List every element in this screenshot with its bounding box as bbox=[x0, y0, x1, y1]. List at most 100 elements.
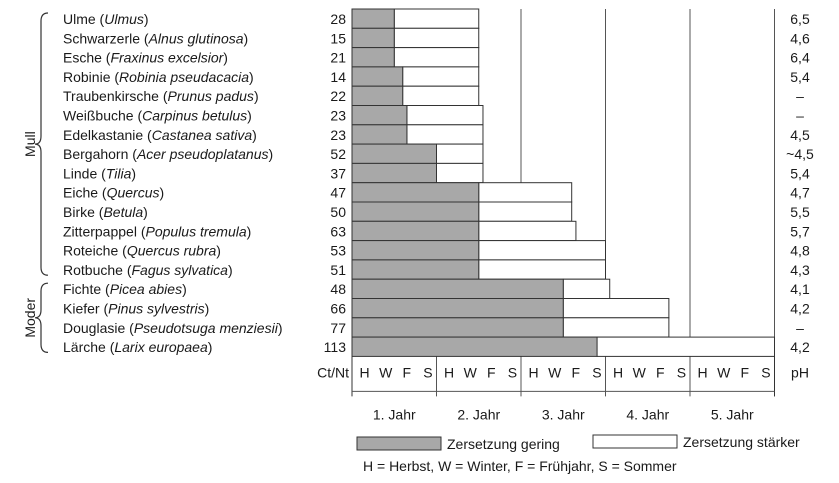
ph-value: 4,2 bbox=[790, 339, 810, 355]
bar-staerker bbox=[596, 336, 775, 357]
ph-value: 4,6 bbox=[790, 30, 810, 46]
species-label: Fichte (Picea abies) bbox=[63, 281, 187, 297]
species-label: Zitterpappel (Populus tremula) bbox=[63, 223, 251, 239]
ctnt-value: 52 bbox=[330, 146, 346, 162]
ctnt-value: 48 bbox=[330, 281, 346, 297]
ctnt-value: 50 bbox=[330, 204, 346, 220]
bar-gering bbox=[351, 124, 408, 145]
species-label: Schwarzerle (Alnus glutinosa) bbox=[63, 30, 248, 46]
bar-staerker bbox=[436, 162, 484, 184]
bar-gering bbox=[351, 220, 480, 242]
legend-swatch-staerker bbox=[592, 434, 678, 449]
species-label: Lärche (Larix europaea) bbox=[63, 339, 212, 355]
ph-value: 4,8 bbox=[790, 243, 810, 259]
legend-label-staerker: Zersetzung stärker bbox=[683, 434, 800, 450]
species-label: Bergahorn (Acer pseudoplatanus) bbox=[63, 146, 273, 162]
bar-staerker bbox=[562, 298, 670, 319]
species-label: Roteiche (Quercus rubra) bbox=[63, 243, 221, 259]
species-label: Robinie (Robinia pseudacacia) bbox=[63, 69, 254, 85]
species-label: Edelkastanie (Castanea sativa) bbox=[63, 127, 257, 143]
ctnt-value: 28 bbox=[330, 11, 346, 27]
ph-value: 5,7 bbox=[790, 223, 810, 239]
season-tick-label: H bbox=[360, 364, 370, 380]
bar-gering bbox=[351, 317, 564, 338]
season-tick-label: W bbox=[379, 364, 393, 380]
year-label: 3. Jahr bbox=[542, 406, 585, 422]
ctnt-value: 53 bbox=[330, 243, 346, 259]
group-label: Mull bbox=[22, 131, 38, 157]
ctnt-value: 63 bbox=[330, 223, 346, 239]
ph-value: 5,4 bbox=[790, 69, 810, 85]
year-label: 1. Jahr bbox=[373, 406, 416, 422]
bar-staerker bbox=[406, 105, 484, 126]
season-tick-label: S bbox=[508, 364, 517, 380]
ctnt-value: 23 bbox=[330, 108, 346, 124]
ctnt-value: 15 bbox=[330, 30, 346, 46]
ph-value: 4,7 bbox=[790, 185, 810, 201]
ctnt-value: 66 bbox=[330, 301, 346, 317]
bar-gering bbox=[351, 143, 437, 164]
bar-staerker bbox=[562, 317, 670, 338]
bar-gering bbox=[351, 336, 598, 357]
ph-value: 5,4 bbox=[790, 165, 810, 181]
ctnt-value: 23 bbox=[330, 127, 346, 143]
bar-staerker bbox=[478, 182, 573, 203]
ctnt-value: 22 bbox=[330, 88, 346, 104]
season-tick-label: W bbox=[717, 364, 731, 380]
ph-value: 4,2 bbox=[790, 301, 810, 317]
bar-gering bbox=[351, 162, 437, 184]
season-tick-label: S bbox=[592, 364, 601, 380]
bar-gering bbox=[351, 47, 395, 68]
season-tick-label: S bbox=[677, 364, 686, 380]
legend-label-gering: Zersetzung gering bbox=[447, 436, 560, 452]
bar-staerker bbox=[406, 124, 484, 145]
bar-staerker bbox=[436, 143, 484, 164]
ph-value: 4,5 bbox=[790, 127, 810, 143]
bar-staerker bbox=[478, 201, 573, 222]
species-label: Ulme (Ulmus) bbox=[63, 11, 149, 27]
species-label: Rotbuche (Fagus sylvatica) bbox=[63, 262, 233, 278]
species-label: Esche (Fraxinus excelsior) bbox=[63, 50, 228, 66]
season-tick-label: H bbox=[529, 364, 539, 380]
ph-value: 6,5 bbox=[790, 11, 810, 27]
ph-value: 4,1 bbox=[790, 281, 810, 297]
year-label: 5. Jahr bbox=[711, 406, 754, 422]
ctnt-header: Ct/Nt bbox=[317, 364, 349, 380]
year-label: 2. Jahr bbox=[457, 406, 500, 422]
group-brace bbox=[34, 12, 49, 276]
bar-gering bbox=[351, 298, 564, 319]
legend-swatch-gering bbox=[356, 436, 442, 451]
bar-gering bbox=[351, 201, 480, 222]
ph-value: ~4,5 bbox=[786, 146, 814, 162]
season-tick-label: S bbox=[761, 364, 770, 380]
group-brace bbox=[34, 282, 49, 353]
ctnt-value: 37 bbox=[330, 165, 346, 181]
bar-staerker bbox=[393, 27, 480, 49]
bar-staerker bbox=[478, 220, 577, 242]
ctnt-value: 77 bbox=[330, 320, 346, 336]
group-label: Moder bbox=[22, 298, 38, 338]
bar-staerker bbox=[478, 259, 606, 280]
bar-gering bbox=[351, 105, 408, 126]
ctnt-value: 113 bbox=[324, 339, 347, 355]
season-tick-label: F bbox=[487, 364, 496, 380]
ctnt-value: 51 bbox=[330, 262, 346, 278]
year-label: 4. Jahr bbox=[626, 406, 669, 422]
ph-value: 6,4 bbox=[790, 50, 810, 66]
bar-gering bbox=[351, 182, 480, 203]
species-label: Birke (Betula) bbox=[63, 204, 148, 220]
bar-staerker bbox=[562, 278, 611, 300]
season-tick-label: F bbox=[572, 364, 581, 380]
season-tick-label: W bbox=[548, 364, 562, 380]
bar-gering bbox=[351, 66, 404, 87]
bar-gering bbox=[351, 8, 395, 29]
season-tick-label: S bbox=[423, 364, 432, 380]
ph-header: pH bbox=[791, 364, 809, 380]
bar-staerker bbox=[393, 8, 480, 29]
bar-staerker bbox=[402, 85, 480, 106]
bar-staerker bbox=[402, 66, 480, 87]
bar-gering bbox=[351, 278, 564, 300]
species-label: Kiefer (Pinus sylvestris) bbox=[63, 301, 209, 317]
species-label: Douglasie (Pseudotsuga menziesii) bbox=[63, 320, 282, 336]
ph-value: – bbox=[796, 320, 804, 336]
